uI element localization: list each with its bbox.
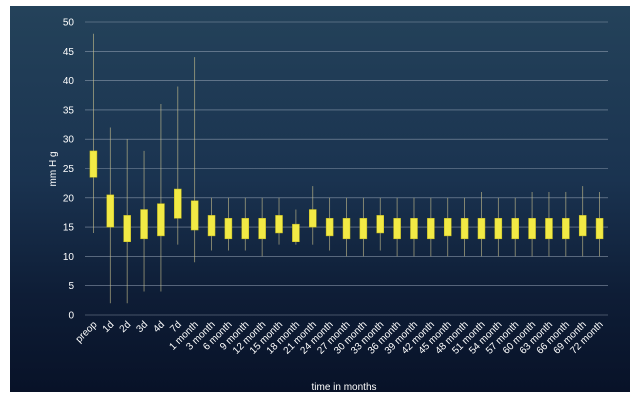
gridlines	[85, 21, 608, 316]
box-1-month	[190, 200, 199, 231]
y-tick-label: 20	[63, 193, 75, 204]
box-4d	[157, 203, 165, 237]
box-6-month	[224, 218, 233, 240]
y-tick-label: 45	[63, 47, 75, 58]
y-tick-label: 10	[63, 252, 75, 263]
box-24-month	[325, 218, 334, 237]
box-7d	[174, 188, 182, 219]
box-27-month	[342, 218, 351, 240]
y-axis-title: mm H g	[48, 152, 59, 187]
box-72-month	[595, 218, 604, 240]
box-66-month	[562, 218, 570, 240]
box-plot-chart: 0 5 10 15 20 25 30 35 40 45 50 preop 1d 2d 3d 4d 7d1 mo…	[48, 18, 608, 392]
box-3d	[140, 209, 148, 240]
box-57-month	[511, 218, 519, 240]
box-36-month	[393, 218, 401, 240]
box-18-month	[292, 223, 300, 242]
x-tick-label: 3d	[135, 319, 151, 335]
x-tick-label: 4d	[151, 319, 167, 335]
box-39-month	[410, 218, 418, 240]
box-30-month	[359, 218, 368, 240]
x-tick-label: 2d	[118, 319, 134, 335]
y-axis-ticks: 0 5 10 15 20 25 30 35 40 45 50	[63, 18, 75, 322]
box-21-month	[309, 209, 317, 228]
y-tick-label: 15	[63, 223, 75, 234]
box-63-month	[545, 218, 553, 240]
box-51-month	[477, 218, 486, 240]
box-3-month	[207, 215, 216, 237]
chart-frame: 0 5 10 15 20 25 30 35 40 45 50 preop 1d 2d 3d 4d 7d 1 mo…	[10, 6, 630, 392]
y-tick-label: 0	[68, 311, 74, 322]
y-tick-label: 50	[63, 18, 75, 29]
y-tick-label: 35	[63, 105, 75, 116]
box-48-month	[460, 218, 469, 240]
x-tick-label: preop	[74, 319, 100, 345]
x-axis-title: time in months	[311, 382, 376, 392]
box-9-month	[241, 218, 250, 240]
box-33-month	[376, 215, 384, 234]
box-15-month	[275, 215, 283, 234]
y-tick-label: 40	[63, 76, 75, 87]
y-tick-label: 30	[63, 135, 75, 146]
y-tick-label: 5	[68, 281, 74, 292]
box-1d	[106, 194, 115, 228]
box-60-month	[528, 218, 536, 240]
x-tick-label: 1d	[101, 319, 117, 335]
boxes	[89, 150, 604, 243]
y-tick-label: 25	[63, 164, 75, 175]
box-69-month	[578, 215, 587, 237]
box-preop	[89, 150, 98, 178]
box-42-month	[427, 218, 435, 240]
box-12-month	[258, 218, 266, 240]
box-2d	[123, 215, 131, 243]
box-45-month	[443, 218, 452, 237]
box-54-month	[494, 218, 503, 240]
